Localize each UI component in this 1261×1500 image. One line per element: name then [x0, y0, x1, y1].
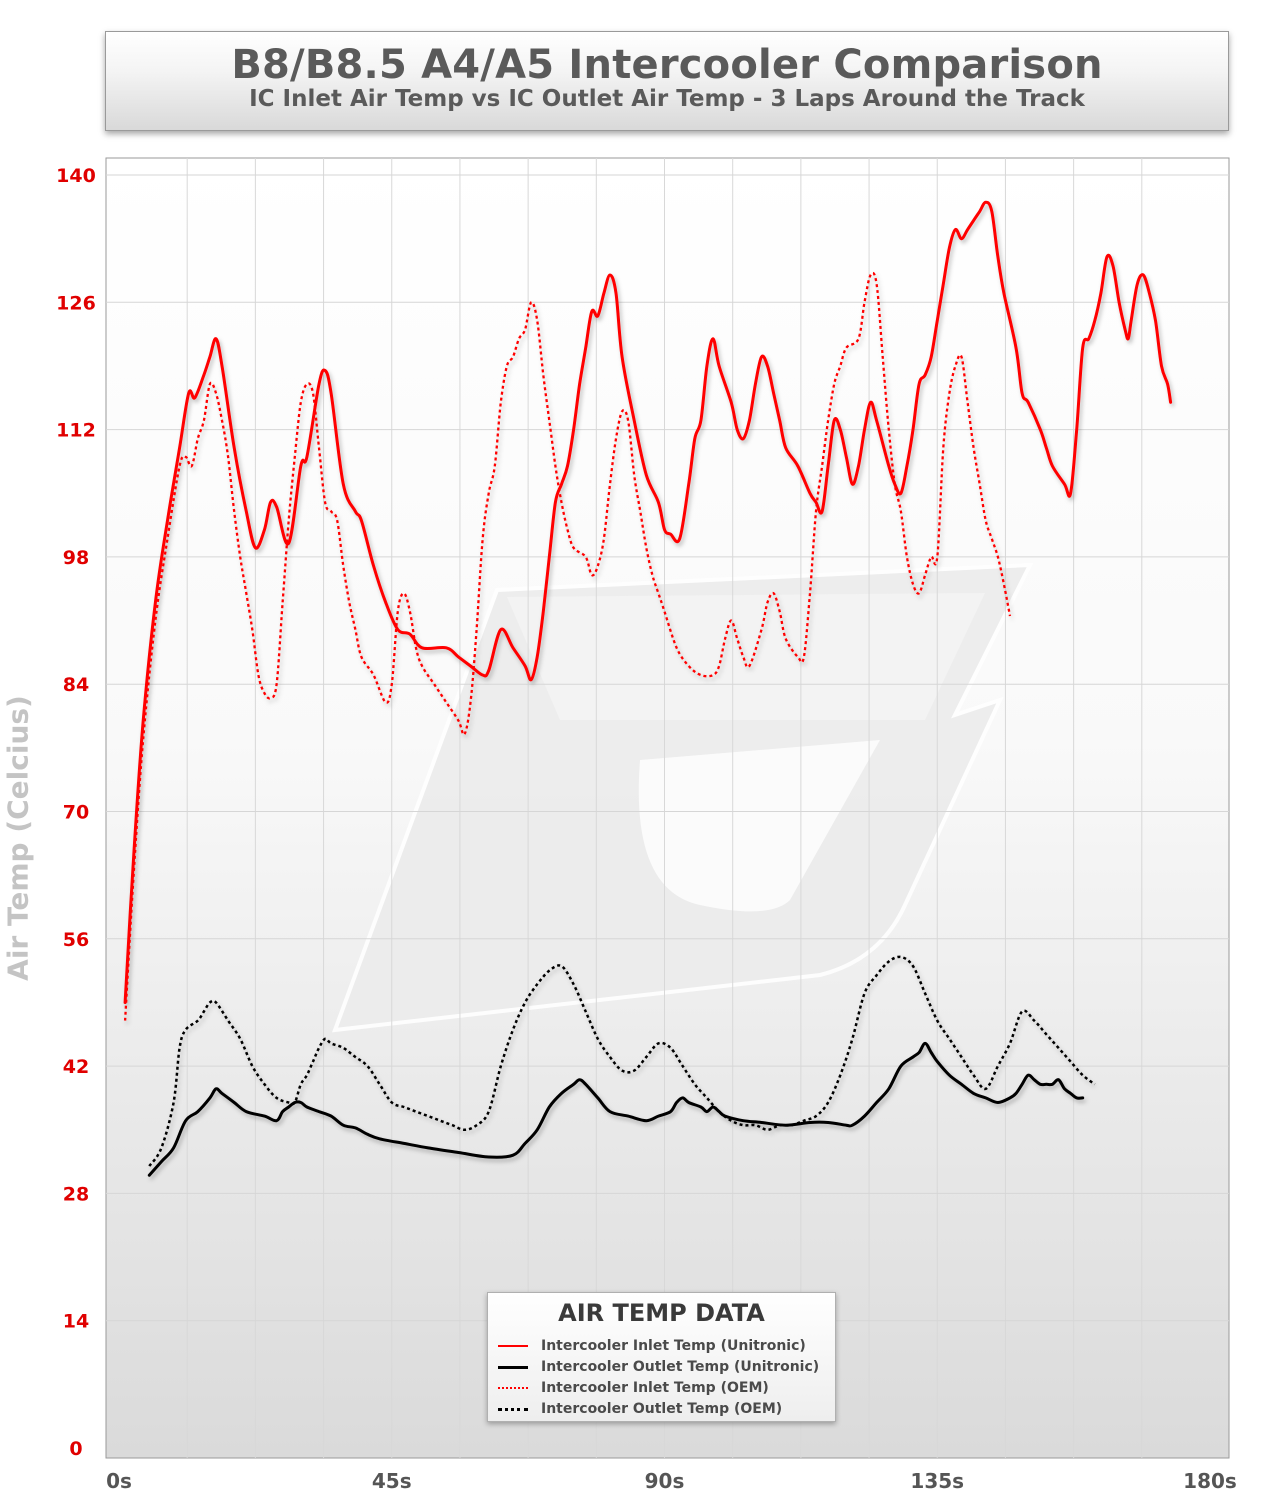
y-tick-label: 126 [56, 292, 96, 314]
title-banner: B8/B8.5 A4/A5 Intercooler Comparison IC … [105, 31, 1229, 131]
y-tick-label: 14 [63, 1311, 89, 1333]
x-axis-ticks: 0s 45s 90s 135s 180s [106, 1469, 1237, 1493]
legend-title: AIR TEMP DATA [558, 1299, 765, 1327]
y-tick-label: 0 [69, 1438, 82, 1460]
legend-swatch [498, 1407, 528, 1411]
y-axis-ticks: 0 14 28 42 56 70 84 98 112 126 140 [56, 165, 96, 1460]
y-tick-label: 56 [63, 929, 89, 951]
y-tick-label: 70 [63, 802, 89, 824]
y-tick-label: 42 [63, 1056, 89, 1078]
x-tick-label: 180s [1183, 1469, 1237, 1493]
y-tick-label: 112 [56, 420, 96, 442]
x-tick-label: 135s [910, 1469, 964, 1493]
vertical-gridlines [186, 158, 1143, 1458]
series-line-intercooler-inlet-temp-oem [123, 271, 1012, 1021]
series-lines [123, 200, 1173, 1177]
series-line-intercooler-outlet-temp-unitronic [147, 1041, 1085, 1177]
legend-item-outlet-oem: Intercooler Outlet Temp (OEM) [498, 1399, 782, 1419]
chart-subtitle: IC Inlet Air Temp vs IC Outlet Air Temp … [249, 86, 1085, 112]
horizontal-gridlines [106, 174, 1229, 1322]
legend-label: Intercooler Outlet Temp (OEM) [541, 1401, 783, 1417]
y-tick-label: 84 [63, 674, 89, 696]
legend-label: Intercooler Outlet Temp (Unitronic) [541, 1359, 820, 1375]
legend-swatch [498, 1365, 528, 1369]
y-tick-label: 140 [56, 165, 96, 187]
x-tick-label: 45s [372, 1469, 412, 1493]
y-tick-label: 28 [63, 1183, 89, 1205]
legend-swatch [498, 1387, 528, 1389]
series-line-intercooler-outlet-temp-oem [148, 955, 1096, 1167]
series-line-intercooler-inlet-temp-unitronic [123, 200, 1173, 1004]
chart-title: B8/B8.5 A4/A5 Intercooler Comparison [231, 42, 1103, 88]
legend-label: Intercooler Inlet Temp (OEM) [541, 1380, 769, 1396]
legend-item-inlet-oem: Intercooler Inlet Temp (OEM) [498, 1378, 769, 1398]
unitronic-logo-icon [332, 562, 1034, 1033]
y-tick-label: 98 [63, 547, 89, 569]
x-tick-label: 90s [645, 1469, 685, 1493]
legend-swatch [498, 1345, 528, 1347]
x-tick-label: 0s [106, 1469, 132, 1493]
legend-item-outlet-unitronic: Intercooler Outlet Temp (Unitronic) [498, 1357, 819, 1377]
y-axis-label: Air Temp (Celcius) [1, 695, 35, 981]
legend-item-inlet-unitronic: Intercooler Inlet Temp (Unitronic) [498, 1336, 806, 1356]
legend: AIR TEMP DATA Intercooler Inlet Temp (Un… [487, 1292, 836, 1422]
legend-label: Intercooler Inlet Temp (Unitronic) [541, 1338, 806, 1354]
